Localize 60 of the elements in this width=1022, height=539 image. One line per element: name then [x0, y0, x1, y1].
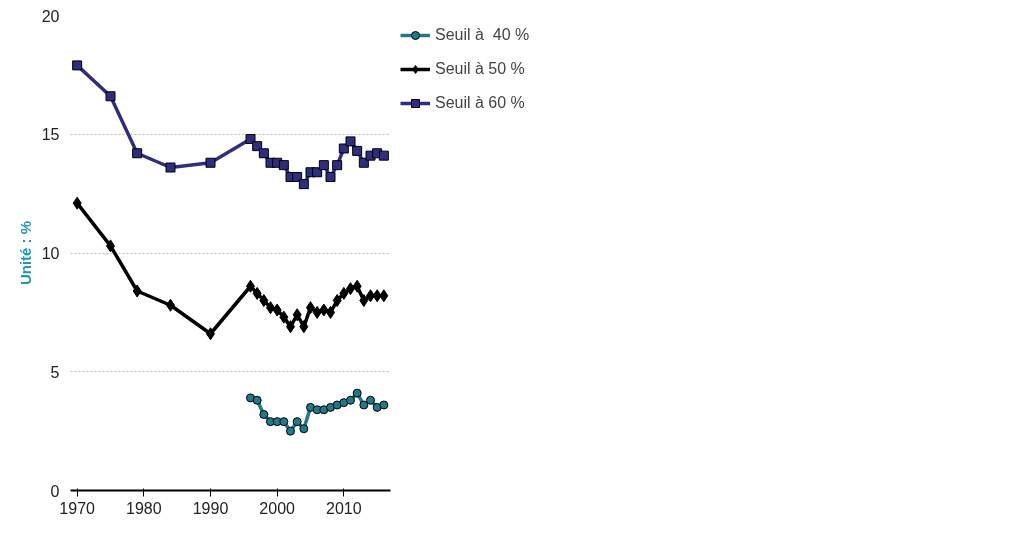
point — [312, 305, 322, 319]
point — [252, 141, 263, 152]
point — [205, 157, 216, 168]
point — [378, 150, 389, 161]
point — [339, 286, 349, 300]
point — [325, 172, 336, 182]
x-tick-label: 1980 — [126, 499, 162, 517]
point — [345, 136, 356, 147]
point — [272, 303, 282, 317]
point — [292, 308, 302, 322]
point — [319, 303, 329, 317]
x-tick-label: 1990 — [192, 499, 229, 517]
point — [298, 179, 309, 190]
point — [132, 284, 142, 298]
legend-label: Seuil à 50 % — [435, 60, 526, 78]
point — [352, 388, 362, 398]
point — [258, 148, 269, 159]
x-tick-label: 2000 — [259, 499, 296, 517]
point — [332, 400, 342, 410]
point — [366, 395, 375, 405]
point — [318, 160, 329, 171]
point — [372, 289, 382, 303]
point — [332, 294, 342, 307]
point — [105, 91, 116, 102]
y-axis-title: Unité : % — [16, 220, 34, 286]
point — [279, 417, 289, 427]
y-tick-label: 15 — [41, 126, 60, 144]
x-tick-label: 2010 — [326, 499, 362, 517]
point — [292, 417, 302, 427]
point — [312, 167, 323, 178]
point — [332, 160, 343, 171]
y-tick-label: 10 — [41, 245, 60, 262]
point — [359, 400, 369, 410]
y-tick-label: 5 — [50, 363, 60, 381]
point — [352, 145, 363, 156]
point — [358, 157, 369, 168]
point — [259, 410, 269, 419]
legend-label: Seuil à 40 % — [435, 26, 531, 44]
point — [72, 196, 82, 210]
point — [132, 148, 143, 159]
point — [299, 320, 309, 334]
point — [165, 162, 176, 173]
point — [252, 395, 262, 405]
x-tick-label: 1970 — [59, 499, 96, 517]
y-tick-label: 0 — [50, 482, 60, 500]
point — [379, 289, 389, 303]
point — [346, 395, 355, 405]
point — [286, 426, 295, 436]
point — [252, 286, 262, 300]
point — [359, 294, 369, 307]
point — [299, 424, 309, 434]
point — [352, 279, 362, 293]
point — [72, 60, 83, 71]
point — [278, 160, 289, 171]
point — [379, 400, 389, 410]
point — [259, 294, 269, 307]
y-tick-label: 20 — [41, 7, 60, 25]
point — [338, 143, 349, 154]
legend-label: Seuil à 60 % — [435, 94, 526, 112]
point — [279, 310, 289, 324]
